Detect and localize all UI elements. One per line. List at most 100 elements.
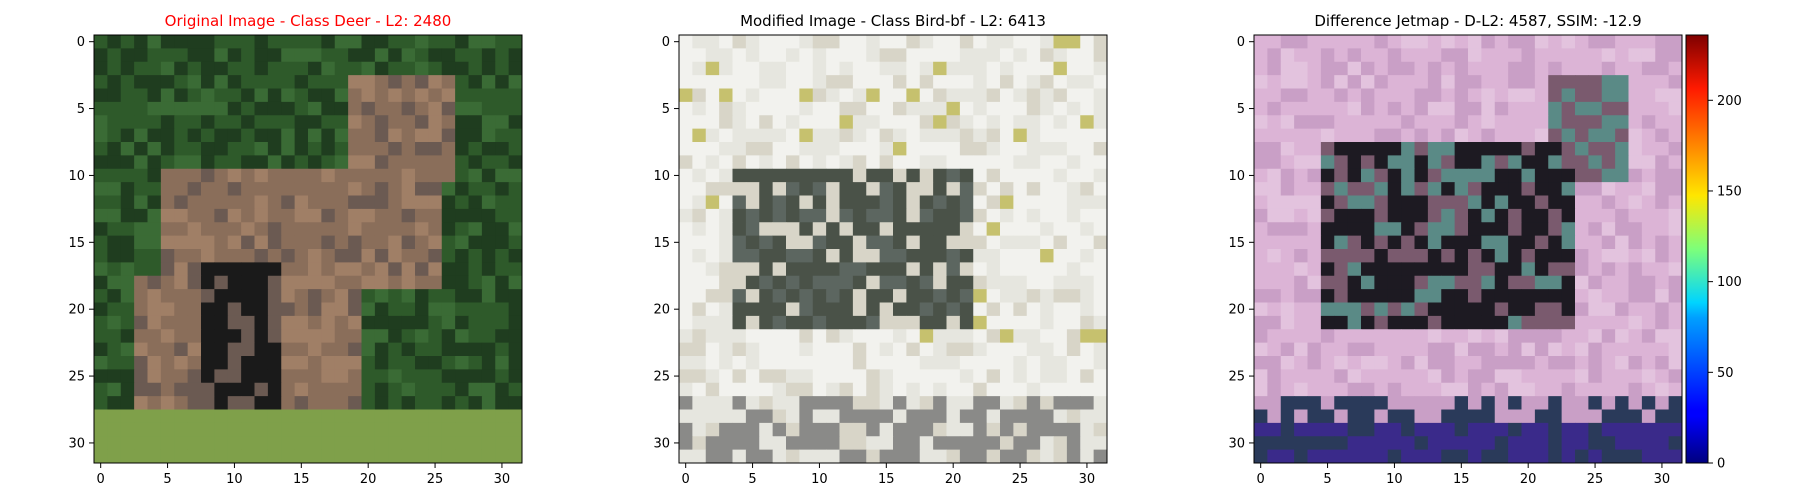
image-cell bbox=[201, 396, 215, 410]
image-cell bbox=[267, 182, 282, 196]
image-cell bbox=[134, 315, 148, 330]
image-cell bbox=[348, 115, 362, 130]
image-cell bbox=[692, 449, 707, 464]
image-cell bbox=[214, 61, 229, 76]
image-cell bbox=[281, 302, 296, 317]
image-cell bbox=[1294, 155, 1308, 170]
image-cell bbox=[719, 382, 733, 397]
image-cell bbox=[1013, 302, 1028, 317]
image-cell bbox=[214, 128, 229, 143]
image-cell bbox=[1294, 128, 1308, 143]
image-cell bbox=[745, 222, 760, 237]
image-cell bbox=[1320, 262, 1335, 277]
image-cell bbox=[866, 115, 881, 130]
image-cell bbox=[919, 262, 934, 277]
image-cell bbox=[388, 208, 403, 223]
image-cell bbox=[1414, 249, 1429, 263]
image-cell bbox=[455, 48, 469, 63]
image-cell bbox=[852, 101, 867, 116]
image-cell bbox=[893, 342, 907, 357]
image-cell bbox=[1294, 262, 1308, 277]
image-cell bbox=[1320, 422, 1335, 437]
image-cell bbox=[986, 262, 1001, 277]
image-cell bbox=[308, 342, 322, 357]
image-cell bbox=[227, 182, 242, 196]
image-cell bbox=[732, 128, 747, 143]
image-cell bbox=[973, 436, 988, 451]
image-cell bbox=[241, 315, 255, 330]
image-cell bbox=[308, 409, 322, 424]
image-cell bbox=[1334, 289, 1349, 303]
image-cell bbox=[1561, 302, 1576, 317]
image-cell bbox=[441, 249, 456, 263]
image-cell bbox=[214, 208, 229, 223]
image-cell bbox=[1387, 382, 1402, 397]
image-cell bbox=[1601, 235, 1616, 250]
image-cell bbox=[826, 396, 840, 410]
image-cell bbox=[361, 302, 376, 317]
image-cell bbox=[361, 88, 376, 103]
image-cell bbox=[160, 289, 175, 303]
image-cell bbox=[401, 222, 416, 237]
image-cell bbox=[455, 262, 469, 277]
image-cell bbox=[241, 249, 255, 263]
image-cell bbox=[495, 115, 510, 130]
image-cell bbox=[1494, 449, 1509, 464]
image-cell bbox=[679, 168, 693, 183]
image-cell bbox=[1508, 115, 1522, 130]
image-cell bbox=[826, 289, 840, 303]
image-cell bbox=[1588, 342, 1603, 357]
image-cell bbox=[1575, 128, 1589, 143]
image-cell bbox=[281, 222, 296, 237]
image-cell bbox=[1374, 436, 1389, 451]
image-cell bbox=[201, 75, 215, 89]
image-cell bbox=[1454, 61, 1469, 76]
image-cell bbox=[1588, 182, 1603, 196]
image-cell bbox=[94, 222, 108, 237]
image-cell bbox=[1561, 315, 1576, 330]
image-cell bbox=[1013, 222, 1028, 237]
image-cell bbox=[508, 436, 523, 451]
image-cell bbox=[361, 182, 376, 196]
image-cell bbox=[1254, 289, 1268, 303]
image-cell bbox=[986, 436, 1001, 451]
image-cell bbox=[241, 208, 255, 223]
image-cell bbox=[1427, 262, 1442, 277]
image-cell bbox=[1267, 422, 1282, 437]
image-cell bbox=[107, 329, 122, 344]
image-cell bbox=[1494, 48, 1509, 63]
image-cell bbox=[308, 88, 322, 103]
image-cell bbox=[174, 422, 189, 437]
image-cell bbox=[187, 222, 202, 237]
image-cell bbox=[1066, 48, 1081, 63]
image-cell bbox=[893, 262, 907, 277]
image-cell bbox=[1668, 48, 1683, 63]
image-cell bbox=[428, 289, 443, 303]
image-cell bbox=[1280, 315, 1295, 330]
image-cell bbox=[959, 449, 974, 464]
image-cell bbox=[1267, 342, 1282, 357]
image-cell bbox=[1454, 329, 1469, 344]
image-cell bbox=[374, 422, 389, 437]
image-cell bbox=[1374, 275, 1389, 290]
image-cell bbox=[745, 382, 760, 397]
image-cell bbox=[1347, 168, 1362, 183]
image-cell bbox=[933, 61, 947, 76]
image-cell bbox=[455, 168, 469, 183]
image-cell bbox=[1013, 168, 1028, 183]
image-cell bbox=[1427, 356, 1442, 370]
image-cell bbox=[732, 208, 747, 223]
image-cell bbox=[719, 155, 733, 170]
image-cell bbox=[1628, 382, 1643, 397]
image-cell bbox=[1334, 128, 1349, 143]
image-cell bbox=[893, 382, 907, 397]
image-cell bbox=[214, 422, 229, 437]
image-cell bbox=[1093, 315, 1108, 330]
image-cell bbox=[388, 396, 403, 410]
image-cell bbox=[1066, 195, 1081, 210]
image-cell bbox=[1080, 262, 1095, 277]
image-cell bbox=[959, 275, 974, 290]
image-cell bbox=[1026, 128, 1041, 143]
image-cell bbox=[1534, 101, 1549, 116]
image-cell bbox=[1026, 208, 1041, 223]
